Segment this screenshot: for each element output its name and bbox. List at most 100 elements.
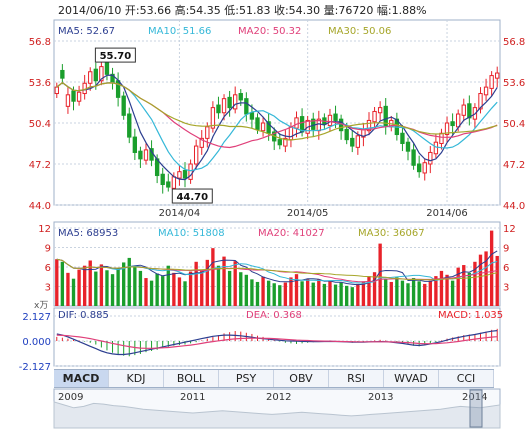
tab-boll[interactable]: BOLL	[164, 370, 219, 387]
price-candle-body	[422, 162, 427, 174]
price-candle-body	[127, 113, 132, 138]
volume-bar	[445, 274, 449, 306]
volume-bar	[155, 273, 159, 306]
price-ma-legend: MA5: 52.67	[58, 26, 115, 37]
price-candle-body	[372, 110, 377, 123]
volume-bar	[66, 272, 70, 306]
price-candle-body	[221, 98, 227, 114]
volume-bar	[289, 277, 293, 306]
macd-dif-line	[56, 330, 498, 356]
price-candle-body	[205, 126, 210, 139]
price-candle-body	[439, 132, 444, 144]
tab-wvad[interactable]: WVAD	[384, 370, 439, 387]
volume-bar	[378, 243, 382, 306]
price-candle-body	[350, 137, 355, 147]
price-candle-body	[104, 62, 110, 75]
price-candle-body	[416, 163, 422, 173]
price-candle-body	[65, 94, 71, 107]
price-candle-body	[433, 141, 439, 155]
volume-bar	[361, 281, 366, 306]
volume-bar	[456, 267, 460, 306]
volume-bar	[467, 272, 472, 306]
volume-bar	[389, 281, 393, 306]
volume-bar	[333, 284, 338, 306]
tab-kdj[interactable]: KDJ	[109, 370, 164, 387]
macd-dea-line	[56, 334, 498, 349]
price-candle-body	[327, 114, 333, 127]
price-candle-body	[227, 96, 232, 109]
volume-bar	[211, 248, 215, 306]
volume-bar	[294, 274, 299, 306]
tab-rsi[interactable]: RSI	[329, 370, 384, 387]
price-axis-label-left: 53.6	[29, 78, 51, 89]
volume-bar	[261, 276, 265, 306]
price-axis-label-left: 50.4	[29, 119, 51, 130]
volume-bar	[495, 255, 499, 306]
quote-header: 2014/06/10 开:53.66 高:54.35 低:51.83 收:54.…	[58, 4, 427, 17]
macd-legend: MACD: 1.035	[438, 310, 503, 321]
volume-bar	[384, 279, 388, 306]
volume-bar	[484, 251, 488, 306]
price-candle-body	[199, 137, 204, 148]
volume-bar	[60, 261, 65, 306]
price-candle-body	[333, 113, 338, 121]
volume-bar	[138, 270, 143, 306]
price-candle-body	[260, 122, 266, 132]
volume-bar	[55, 259, 59, 306]
volume-bar	[77, 269, 81, 306]
price-candle-body	[54, 86, 59, 95]
price-ma-legend: MA10: 51.66	[148, 26, 211, 37]
volume-axis-label-left: 3	[45, 283, 51, 294]
volume-bar	[216, 265, 221, 306]
volume-bar	[406, 283, 410, 306]
volume-axis-label-right: 6	[503, 263, 509, 274]
volume-bar	[250, 279, 254, 306]
price-candle-body	[121, 95, 126, 116]
overview-year-label: 2013	[368, 392, 393, 403]
price-ma-line	[56, 74, 498, 181]
price-axis-label-left: 47.2	[29, 160, 51, 171]
volume-bar	[411, 278, 416, 306]
volume-bar	[110, 274, 115, 306]
price-candle-body	[456, 113, 461, 128]
price-candle-body	[99, 66, 104, 82]
volume-ma-line	[56, 258, 498, 281]
price-candle-body	[483, 86, 489, 96]
price-candle-body	[277, 139, 282, 146]
price-candle-body	[444, 122, 450, 136]
volume-bar	[122, 262, 126, 306]
volume-bar	[188, 271, 193, 306]
price-candle-body	[344, 128, 349, 141]
volume-bar	[172, 272, 176, 306]
macd-axis-label-left: 2.127	[22, 312, 51, 323]
price-candle-body	[88, 71, 93, 84]
volume-bar	[434, 276, 438, 306]
volume-bar	[88, 260, 92, 306]
volume-bar	[462, 265, 466, 306]
price-candle-body	[71, 90, 76, 102]
volume-ma-legend: MA5: 68953	[58, 228, 118, 239]
tab-obv[interactable]: OBV	[274, 370, 329, 387]
price-candle-body	[210, 107, 216, 129]
volume-axis-label-right: 12	[503, 224, 516, 235]
macd-legend: DEA: 0.368	[246, 310, 302, 321]
tab-cci[interactable]: CCI	[439, 370, 494, 387]
macd-legend: DIF: 0.885	[58, 310, 109, 321]
price-candle-body	[467, 103, 472, 119]
price-pane-frame	[53, 19, 501, 206]
volume-bar	[450, 280, 455, 306]
volume-ma-line	[56, 258, 498, 284]
volume-bar	[227, 270, 232, 306]
price-ma-legend: MA20: 50.32	[238, 26, 301, 37]
price-candle-body	[338, 118, 344, 132]
price-candle-body	[405, 141, 411, 152]
price-candle-body	[132, 136, 138, 153]
tab-macd[interactable]: MACD	[54, 370, 109, 387]
volume-bar	[233, 261, 237, 306]
volume-bar	[278, 285, 282, 306]
volume-bar	[478, 254, 483, 306]
volume-bar	[339, 282, 343, 306]
price-candle-body	[166, 181, 171, 188]
tab-psy[interactable]: PSY	[219, 370, 274, 387]
volume-axis-label-left: 9	[45, 244, 51, 255]
